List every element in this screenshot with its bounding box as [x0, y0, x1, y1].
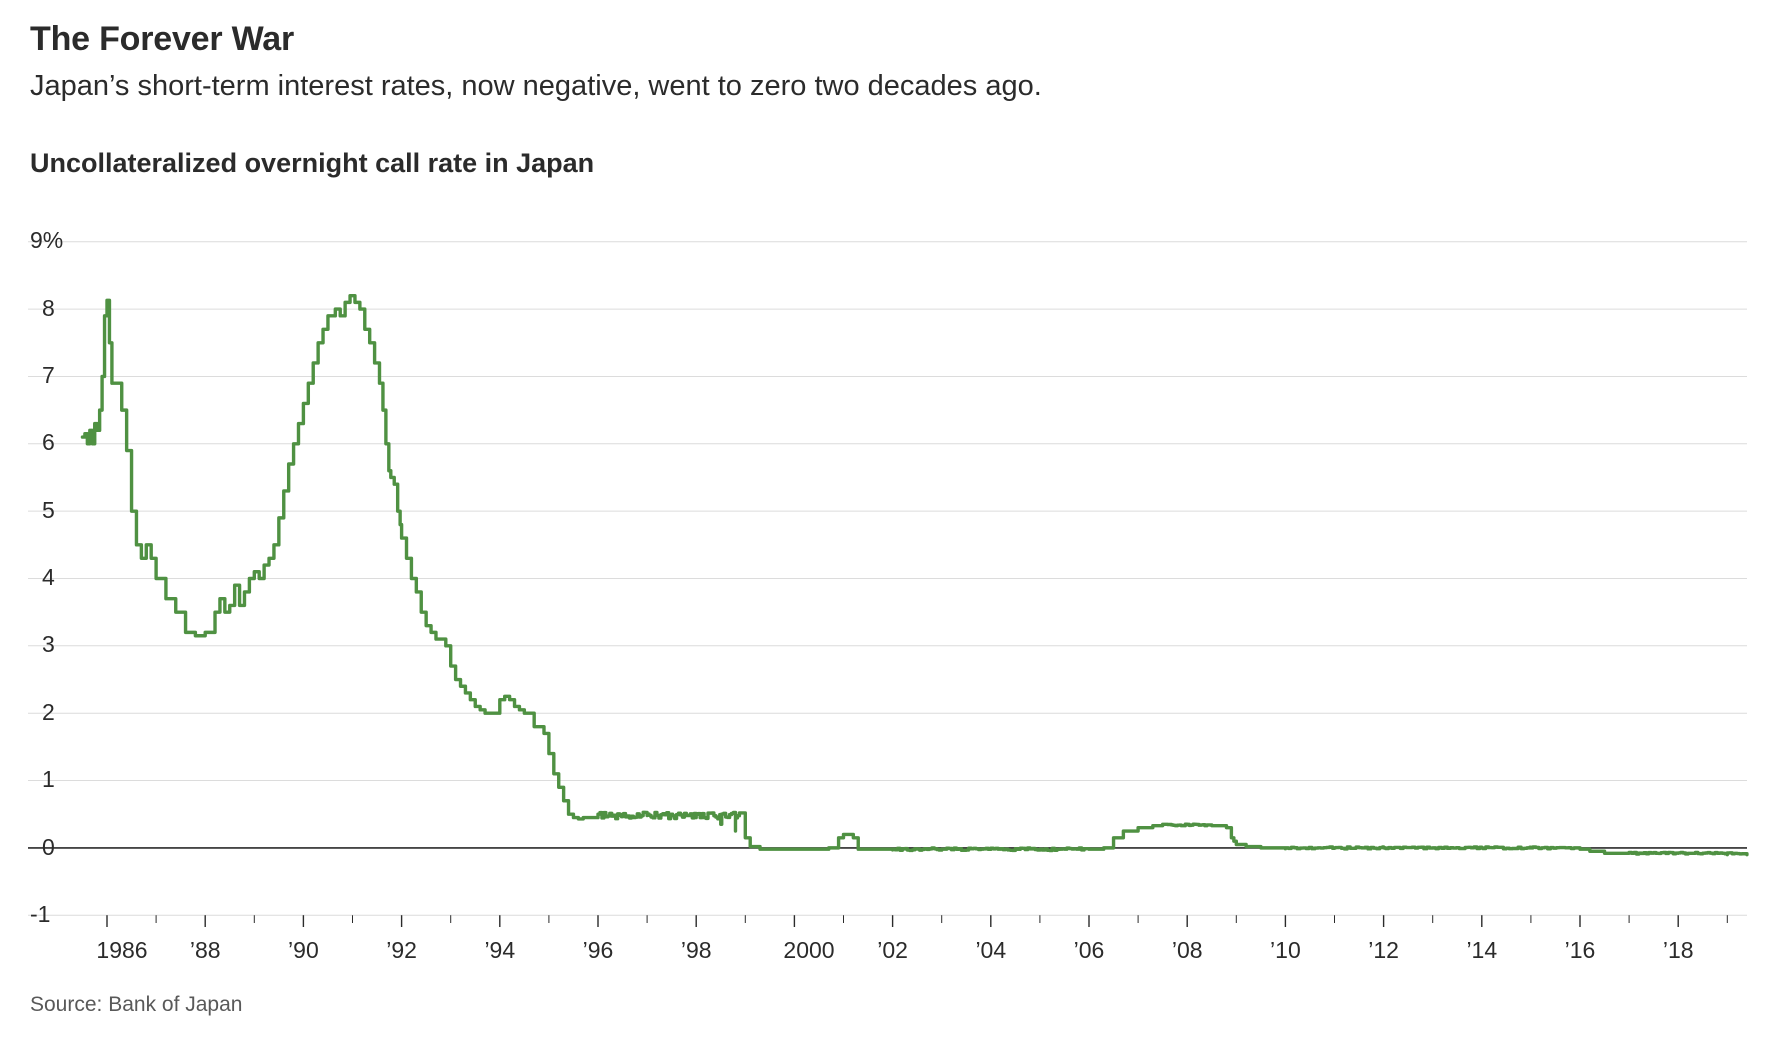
svg-text:’02: ’02: [877, 937, 908, 963]
svg-text:’88: ’88: [190, 937, 221, 963]
svg-text:3: 3: [42, 631, 55, 657]
svg-text:5: 5: [42, 497, 55, 523]
svg-text:’10: ’10: [1270, 937, 1301, 963]
svg-text:’96: ’96: [583, 937, 614, 963]
svg-text:’06: ’06: [1074, 937, 1105, 963]
svg-text:’14: ’14: [1466, 937, 1497, 963]
svg-text:1: 1: [42, 766, 55, 792]
svg-text:’94: ’94: [484, 937, 515, 963]
svg-text:2000: 2000: [783, 937, 834, 963]
svg-text:0: 0: [42, 834, 55, 860]
svg-text:’98: ’98: [681, 937, 712, 963]
svg-text:1986: 1986: [96, 937, 147, 963]
svg-text:’92: ’92: [386, 937, 417, 963]
svg-text:’90: ’90: [288, 937, 319, 963]
svg-text:2: 2: [42, 699, 55, 725]
svg-text:6: 6: [42, 429, 55, 455]
svg-text:-1: -1: [30, 901, 50, 927]
svg-text:’08: ’08: [1172, 937, 1203, 963]
svg-text:’04: ’04: [975, 937, 1006, 963]
svg-text:4: 4: [42, 564, 55, 590]
svg-text:’12: ’12: [1368, 937, 1399, 963]
svg-text:’18: ’18: [1663, 937, 1694, 963]
svg-text:9%: 9%: [30, 227, 63, 253]
svg-text:7: 7: [42, 362, 55, 388]
svg-text:8: 8: [42, 295, 55, 321]
svg-text:’16: ’16: [1565, 937, 1596, 963]
